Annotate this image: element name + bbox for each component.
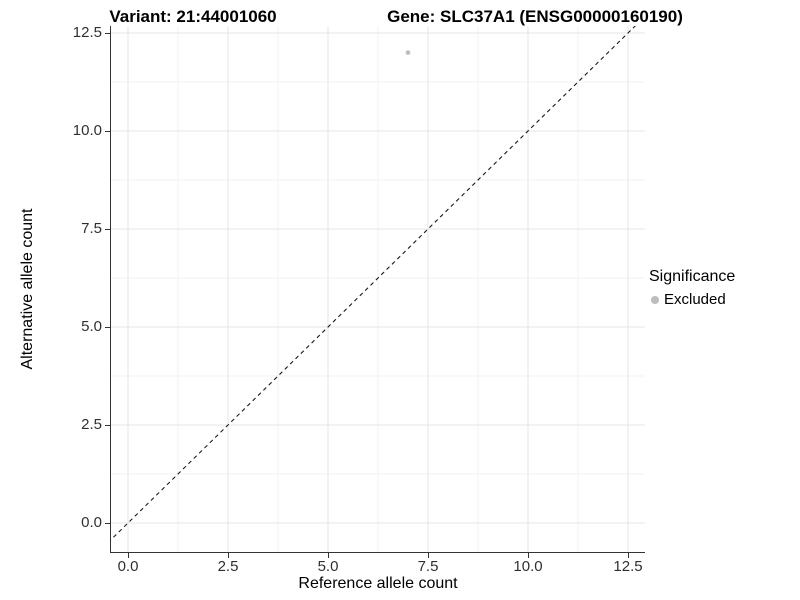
- legend: Significance Excluded: [649, 268, 735, 308]
- y-tick-label: 7.5: [81, 220, 102, 237]
- y-tick-label: 12.5: [72, 24, 102, 41]
- x-tick-label: 0.0: [117, 558, 139, 575]
- x-tick-mark: [328, 553, 329, 558]
- x-tick-mark: [628, 553, 629, 558]
- plot-canvas: [111, 26, 645, 552]
- plot-title-gene: Gene: SLC37A1 (ENSG00000160190): [387, 7, 683, 26]
- plot-title-variant: Variant: 21:44001060: [109, 7, 277, 26]
- y-tick-mark: [105, 131, 111, 132]
- x-tick-label: 12.5: [613, 558, 643, 575]
- x-tick-mark: [528, 553, 529, 558]
- y-tick-label: 2.5: [81, 416, 102, 433]
- x-tick-label: 10.0: [513, 558, 543, 575]
- y-tick-mark: [105, 327, 111, 328]
- y-tick-mark: [105, 425, 111, 426]
- x-tick-label: 5.0: [317, 558, 339, 575]
- excluded-point-icon: [651, 295, 659, 304]
- y-tick-label: 10.0: [72, 122, 102, 139]
- legend-item-excluded: Excluded: [649, 291, 735, 308]
- x-tick-mark: [428, 553, 429, 558]
- x-tick-label: 2.5: [217, 558, 239, 575]
- legend-title: Significance: [649, 268, 736, 285]
- legend-item-label: Excluded: [664, 291, 726, 308]
- plot-panel: [110, 26, 645, 553]
- y-tick-label: 0.0: [81, 514, 102, 531]
- data-point: [405, 50, 411, 55]
- y-tick-label: 5.0: [81, 318, 102, 335]
- y-tick-mark: [105, 523, 111, 524]
- x-tick-mark: [228, 553, 229, 558]
- x-axis-title: Reference allele count: [298, 575, 458, 592]
- x-tick-mark: [128, 553, 129, 558]
- y-axis-title: Alternative allele count: [19, 208, 36, 370]
- x-tick-label: 7.5: [417, 558, 439, 575]
- y-tick-mark: [105, 229, 111, 230]
- y-tick-mark: [105, 33, 111, 34]
